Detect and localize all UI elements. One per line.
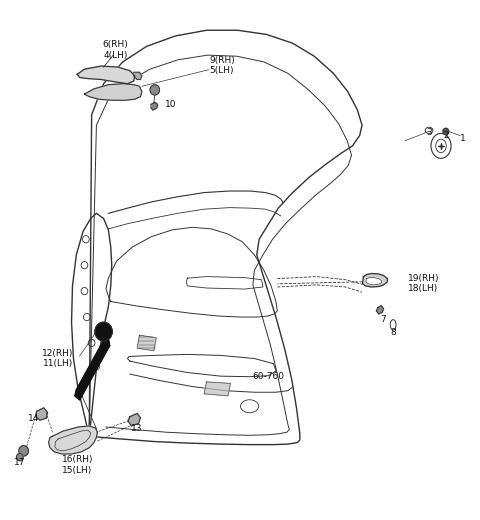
Text: 13: 13 [132, 424, 143, 433]
Polygon shape [137, 335, 156, 351]
Polygon shape [204, 382, 230, 396]
Text: 14: 14 [27, 414, 39, 423]
Polygon shape [151, 102, 157, 110]
Circle shape [443, 128, 449, 135]
Polygon shape [75, 339, 110, 400]
Text: 16(RH)
15(LH): 16(RH) 15(LH) [61, 455, 93, 475]
Text: 1: 1 [460, 134, 466, 142]
Text: 60-760: 60-760 [252, 372, 285, 381]
Text: 19(RH)
18(LH): 19(RH) 18(LH) [408, 274, 439, 293]
Polygon shape [84, 84, 142, 100]
Text: 8: 8 [390, 328, 396, 337]
Circle shape [150, 85, 159, 95]
Polygon shape [134, 72, 142, 80]
Text: 12(RH)
11(LH): 12(RH) 11(LH) [42, 349, 74, 368]
Polygon shape [36, 408, 48, 420]
Text: 9(RH)
5(LH): 9(RH) 5(LH) [209, 56, 235, 75]
Text: 2: 2 [443, 131, 449, 140]
Text: 6(RH)
4(LH): 6(RH) 4(LH) [103, 40, 129, 60]
Circle shape [19, 446, 28, 456]
Text: 3: 3 [426, 128, 432, 137]
Polygon shape [376, 306, 384, 314]
Circle shape [95, 322, 112, 341]
Text: 17: 17 [14, 458, 25, 467]
Polygon shape [366, 278, 382, 285]
Text: 7: 7 [381, 315, 386, 324]
Text: 10: 10 [165, 100, 176, 109]
Circle shape [16, 453, 23, 461]
Polygon shape [48, 426, 97, 454]
Polygon shape [128, 413, 141, 426]
Polygon shape [77, 66, 135, 84]
Polygon shape [362, 274, 387, 287]
